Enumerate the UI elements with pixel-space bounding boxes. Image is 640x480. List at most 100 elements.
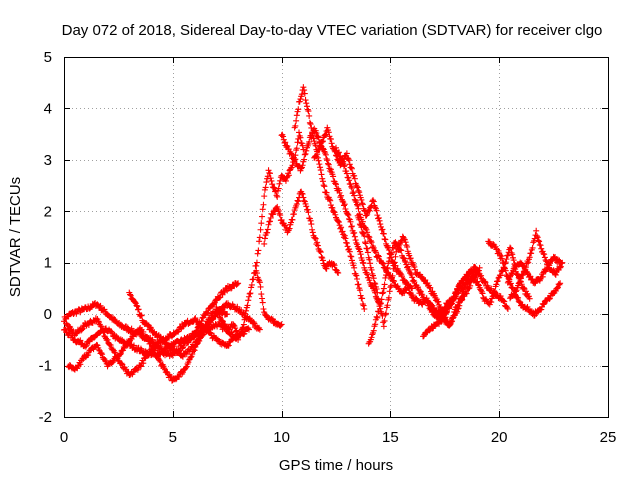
- data-point: [100, 329, 107, 336]
- data-point: [459, 296, 466, 303]
- data-point: [348, 185, 355, 192]
- data-point: [453, 290, 460, 297]
- data-point: [118, 360, 125, 367]
- data-point: [339, 198, 346, 205]
- data-point: [354, 201, 361, 208]
- data-point: [109, 346, 116, 353]
- data-point: [472, 274, 479, 281]
- data-point: [168, 344, 175, 351]
- data-point: [528, 250, 535, 257]
- data-point: [346, 215, 353, 222]
- data-point: [256, 326, 263, 333]
- data-point: [297, 134, 304, 141]
- data-point: [325, 161, 332, 168]
- data-point: [191, 343, 198, 350]
- data-point: [286, 225, 293, 232]
- data-point: [379, 226, 386, 233]
- data-point: [192, 331, 199, 338]
- data-point: [137, 363, 144, 370]
- data-point: [356, 221, 363, 228]
- data-point: [370, 275, 377, 282]
- data-point: [262, 184, 269, 191]
- data-point: [398, 247, 405, 254]
- data-point: [488, 299, 495, 306]
- data-point: [529, 244, 536, 251]
- data-point: [269, 181, 276, 188]
- data-point: [406, 255, 413, 262]
- data-point: [502, 267, 509, 274]
- series-sat-14: [365, 239, 483, 347]
- data-point: [367, 260, 374, 267]
- data-point: [345, 155, 352, 162]
- data-point: [77, 361, 84, 368]
- data-point: [380, 285, 387, 292]
- data-point: [204, 309, 211, 316]
- data-point: [515, 280, 522, 287]
- data-point: [346, 157, 353, 164]
- data-point: [373, 313, 380, 320]
- data-point: [472, 265, 479, 272]
- data-point: [384, 243, 391, 250]
- data-point: [280, 133, 287, 140]
- data-point: [307, 217, 314, 224]
- data-point: [481, 278, 488, 285]
- data-point: [370, 327, 377, 334]
- data-point: [316, 161, 323, 168]
- data-point: [467, 267, 474, 274]
- data-point: [340, 163, 347, 170]
- data-point: [247, 290, 254, 297]
- data-point: [346, 177, 353, 184]
- data-point: [189, 351, 196, 358]
- data-point: [526, 254, 533, 261]
- data-point: [424, 299, 431, 306]
- data-point: [259, 213, 266, 220]
- data-markers: [61, 84, 566, 384]
- data-point: [311, 138, 318, 145]
- data-point: [537, 242, 544, 249]
- data-point: [333, 181, 339, 188]
- data-point: [414, 284, 421, 291]
- data-point: [257, 226, 264, 233]
- data-point: [293, 112, 300, 119]
- data-point: [116, 351, 123, 358]
- data-point: [266, 218, 273, 225]
- data-point: [512, 288, 519, 295]
- data-point: [343, 150, 350, 157]
- data-point: [385, 294, 392, 301]
- data-point: [359, 201, 366, 208]
- data-point: [112, 350, 119, 357]
- data-point: [303, 100, 310, 107]
- data-point: [506, 276, 513, 283]
- data-point: [541, 251, 548, 258]
- data-point: [402, 239, 409, 246]
- data-point: [300, 146, 307, 153]
- data-point: [443, 309, 450, 316]
- data-point: [234, 303, 241, 310]
- data-point: [261, 235, 268, 242]
- data-point: [326, 196, 333, 203]
- data-point: [259, 206, 266, 213]
- data-point: [140, 328, 147, 335]
- data-point: [276, 210, 283, 217]
- data-point: [314, 239, 321, 246]
- data-point: [344, 243, 351, 250]
- data-point: [77, 337, 84, 344]
- data-point: [107, 342, 114, 349]
- data-point: [288, 150, 295, 157]
- data-point: [141, 355, 148, 362]
- data-point: [82, 343, 89, 350]
- data-point: [348, 253, 355, 260]
- data-point: [335, 218, 342, 225]
- data-point: [362, 240, 369, 247]
- data-point: [540, 301, 547, 308]
- data-point: [304, 106, 311, 113]
- data-point: [494, 278, 501, 285]
- x-tick-label: 20: [491, 429, 508, 446]
- data-point: [377, 221, 384, 228]
- data-point: [240, 324, 247, 331]
- data-point: [258, 220, 265, 227]
- data-point: [354, 183, 361, 190]
- data-point: [360, 260, 367, 267]
- data-point: [288, 151, 295, 158]
- data-point: [344, 211, 351, 218]
